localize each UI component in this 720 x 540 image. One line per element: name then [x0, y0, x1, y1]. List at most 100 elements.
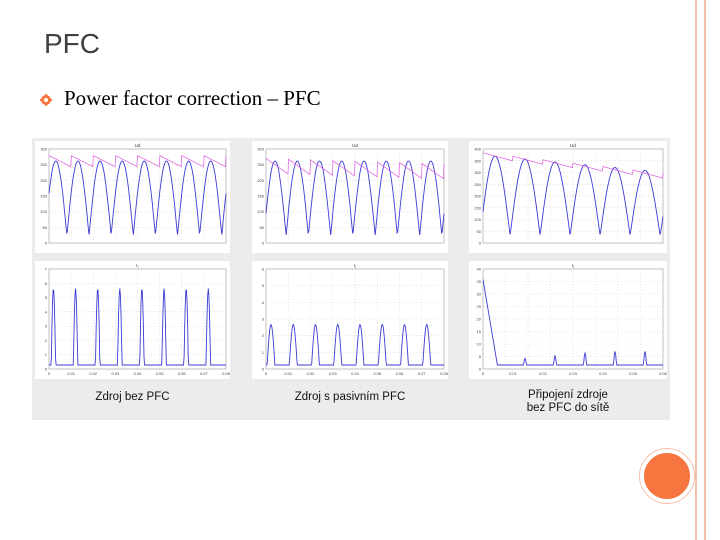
panel-caption: Připojení zdroje bez PFC do sítě: [469, 389, 667, 415]
y-tick-label: 0: [45, 367, 48, 372]
x-tick-label: 0.03: [329, 371, 338, 376]
y-tick-label: 25: [477, 304, 482, 309]
y-tick-label: 40: [477, 267, 482, 272]
y-tick-label: 0: [262, 241, 265, 246]
voltage-plot-title: Ud: [135, 143, 141, 148]
bullet-text: Power factor correction – PFC: [64, 86, 321, 110]
y-tick-label: 0: [262, 367, 265, 372]
y-tick-label: 100: [257, 209, 264, 214]
y-tick-label: 0: [479, 241, 482, 246]
y-tick-label: 10: [477, 342, 482, 347]
x-tick-label: 0.03: [569, 371, 578, 376]
y-tick-label: 30: [477, 292, 482, 297]
x-tick-label: 0.03: [111, 371, 120, 376]
current-trace: [49, 288, 226, 366]
y-tick-label: 2: [262, 333, 265, 338]
y-tick-label: 3: [45, 324, 48, 329]
current-plot-title: I₁: [136, 263, 139, 268]
y-tick-label: 150: [40, 194, 47, 199]
current-plot-title: I₁: [572, 263, 575, 268]
x-tick-label: 0: [482, 371, 485, 376]
y-tick-label: 15: [477, 329, 482, 334]
y-tick-label: 300: [257, 147, 264, 152]
y-tick-label: 200: [257, 178, 264, 183]
y-tick-label: 6: [45, 281, 48, 286]
decor-line-right: [704, 0, 706, 540]
y-tick-label: 6: [262, 267, 265, 272]
x-tick-label: 0.01: [284, 371, 293, 376]
slide-title: PFC: [44, 28, 100, 59]
voltage-sine-trace: [48, 160, 227, 235]
y-tick-label: 50: [260, 225, 265, 230]
y-tick-label: 100: [474, 217, 481, 222]
x-tick-label: 0.01: [509, 371, 518, 376]
voltage-plot-title: Ud: [352, 143, 358, 148]
y-tick-label: 0: [479, 367, 482, 372]
x-tick-label: 0.08: [440, 371, 448, 376]
y-tick-label: 100: [40, 209, 47, 214]
y-tick-label: 250: [474, 182, 481, 187]
x-tick-label: 0.01: [67, 371, 76, 376]
voltage-ripple-trace: [48, 155, 227, 168]
current-plot: I₁ 40 35 30 25 20 15 10 5 00 0.01 0.02 0.03 0.04 0.05 0…: [469, 261, 667, 379]
waveform-figure: Ud 300 250 200 150 100 50 0 I₁ 7 6 5 4 3 2 1 0 0 0.01 0.02 0…: [32, 138, 670, 420]
y-tick-label: 250: [40, 162, 47, 167]
current-plot: I₁ 7 6 5 4 3 2 1 00 0.01 0.02 0.03 0.04 0.05 0.06 0.07 0…: [35, 261, 230, 379]
x-tick-label: 0.06: [178, 371, 187, 376]
panel-caption: Zdroj s pasivním PFC: [252, 391, 448, 404]
voltage-plot-title: Ud: [570, 143, 576, 148]
x-tick-label: 0.05: [156, 371, 165, 376]
y-tick-label: 150: [474, 205, 481, 210]
voltage-plot: Ud 400 350 300 250 200 150 100 50 0: [469, 141, 667, 253]
x-tick-label: 0.02: [307, 371, 316, 376]
y-tick-label: 50: [477, 229, 482, 234]
y-tick-label: 5: [45, 295, 48, 300]
y-tick-label: 35: [477, 279, 482, 284]
y-tick-label: 300: [40, 147, 47, 152]
y-tick-label: 20: [477, 317, 482, 322]
voltage-sine-trace: [265, 160, 445, 236]
y-tick-label: 1: [45, 352, 48, 357]
y-tick-label: 350: [474, 158, 481, 163]
x-tick-label: 0.06: [396, 371, 405, 376]
y-tick-label: 3: [262, 317, 265, 322]
y-tick-label: 200: [474, 194, 481, 199]
x-tick-label: 0.04: [351, 371, 360, 376]
waveform-panel: Ud400350300250200150100500I₁403530252015…: [469, 141, 667, 379]
y-tick-label: 0: [45, 241, 48, 246]
x-tick-label: 0.08: [222, 371, 230, 376]
y-tick-label: 1: [262, 350, 265, 355]
y-tick-label: 50: [43, 225, 48, 230]
voltage-plot: Ud 300 250 200 150 100 50 0: [35, 141, 230, 253]
x-tick-label: 0.06: [659, 371, 667, 376]
caption-line: Připojení zdroje: [528, 389, 608, 401]
bullet-item: Power factor correction – PFC: [40, 86, 321, 111]
x-tick-label: 0.05: [373, 371, 382, 376]
y-tick-label: 2: [45, 338, 48, 343]
x-tick-label: 0.07: [418, 371, 427, 376]
current-plot-title: I₁: [354, 263, 357, 268]
x-tick-label: 0: [265, 371, 268, 376]
decor-circle: [640, 449, 694, 503]
x-tick-label: 0.04: [134, 371, 143, 376]
x-tick-label: 0.02: [89, 371, 98, 376]
voltage-ripple-trace: [482, 152, 664, 179]
y-tick-label: 5: [479, 354, 482, 359]
y-tick-label: 4: [45, 309, 48, 314]
y-tick-label: 5: [262, 283, 265, 288]
caption-line: Zdroj s pasivním PFC: [294, 391, 406, 403]
current-trace: [266, 323, 444, 366]
current-trace: [482, 279, 663, 366]
voltage-ripple-trace: [265, 158, 445, 180]
decor-line-left: [695, 0, 697, 540]
x-tick-label: 0.04: [599, 371, 608, 376]
gear-bullet-icon: [40, 93, 52, 106]
voltage-sine-trace: [482, 155, 664, 235]
x-tick-label: 0: [48, 371, 51, 376]
y-tick-label: 400: [474, 147, 481, 152]
caption-line: bez PFC do sítě: [526, 402, 610, 414]
y-tick-label: 4: [262, 300, 265, 305]
y-tick-label: 300: [474, 170, 481, 175]
panel-caption: Zdroj bez PFC: [35, 391, 230, 404]
